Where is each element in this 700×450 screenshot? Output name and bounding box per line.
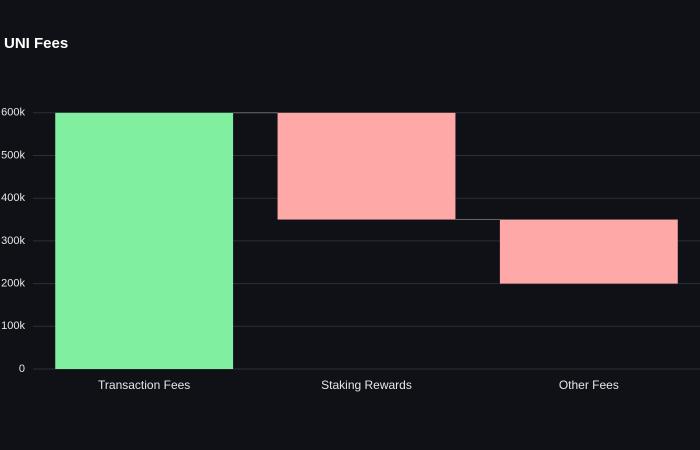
x-tick-label: Staking Rewards <box>321 378 412 392</box>
y-tick-label: 400k <box>1 192 25 204</box>
chart-title: UNI Fees <box>4 35 68 52</box>
bar <box>277 112 456 220</box>
y-tick-label: 300k <box>1 235 25 247</box>
y-tick-label: 100k <box>1 320 25 332</box>
x-tick-label: Other Fees <box>559 378 619 392</box>
x-tick-label: Transaction Fees <box>98 378 190 392</box>
y-tick-label: 500k <box>1 149 25 161</box>
bar <box>55 112 234 370</box>
y-tick-label: 200k <box>1 278 25 290</box>
y-tick-label: 600k <box>1 107 25 119</box>
y-tick-label: 0 <box>19 363 25 375</box>
bar <box>499 219 678 284</box>
